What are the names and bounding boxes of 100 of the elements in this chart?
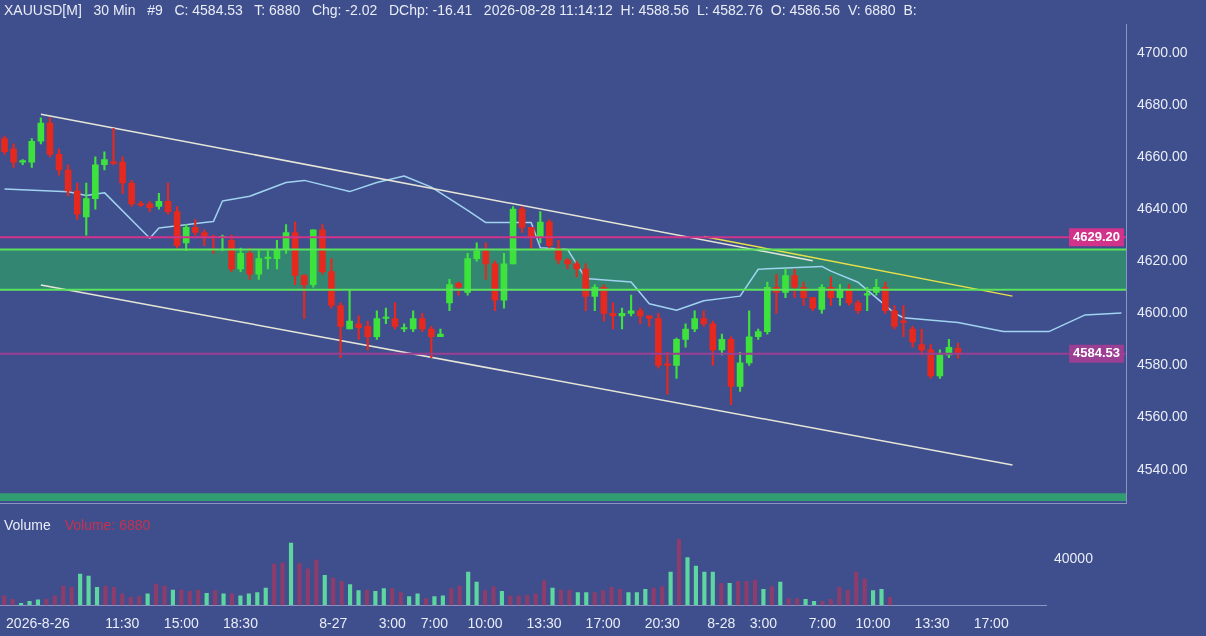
bar [668,571,673,606]
bar [525,594,530,606]
bar [44,598,49,606]
bar [710,571,715,606]
y-tick-label: 4700.00 [1137,43,1188,60]
bar [457,585,462,606]
x-tick-label: 17:00 [973,615,1009,632]
x-tick-label: 10:00 [855,615,891,632]
bar [449,588,454,606]
bar [727,583,732,606]
bar [297,563,302,606]
bar [466,571,471,606]
bar [719,583,724,606]
y-tick-label: 4560.00 [1137,408,1188,425]
text: 40000 [1054,549,1094,566]
bar [128,596,133,606]
bar [862,578,867,606]
x-tick-label: 8-28 [707,615,736,632]
x-tick-label: 7:00 [808,615,837,632]
y-tick-label: 4600.00 [1137,304,1188,321]
bar [61,585,66,606]
bar [356,590,361,606]
x-tick-label: 13:30 [526,615,562,632]
bar [870,590,876,606]
bar [432,596,437,606]
bar [584,592,589,606]
candlestick [110,127,117,166]
bar [179,589,184,606]
ref-line-label: 4584.53 [1073,345,1121,361]
bar [137,596,142,606]
bar [491,586,496,606]
candlestick [101,151,108,171]
bar [592,592,597,606]
bar [786,598,791,606]
bar [364,589,370,606]
bar [516,595,521,606]
ref-line-label: 4629.20 [1073,228,1121,244]
bar [221,593,226,606]
bar [331,577,336,606]
bar [255,592,260,606]
bar [803,598,808,606]
bar [533,593,538,606]
bar [744,581,749,606]
bar [10,598,15,606]
bar [162,585,167,606]
bar [626,592,631,606]
bar [2,595,7,606]
bar [854,571,859,606]
bar [887,596,893,606]
bar [407,596,412,606]
chart-subtitle: Volume: 6880 [64,516,151,533]
bar [778,581,783,606]
x-tick-label: 11:30 [105,615,140,632]
bar [78,573,83,606]
bar [634,592,639,606]
bar [120,593,125,606]
bar [381,588,386,606]
y-tick-label: 4660.00 [1137,147,1188,164]
bar [263,587,268,606]
bar [550,587,555,606]
bar [558,589,564,606]
bar [601,590,606,606]
bar [685,557,690,606]
bar [736,581,741,606]
bar [86,575,91,606]
x-tick-label: 18:30 [222,615,259,632]
x-tick-label: 3:00 [378,615,407,632]
y-tick-label: 4680.00 [1137,95,1188,112]
x-tick-label: 15:00 [163,615,200,632]
bar [111,587,116,606]
bar [347,584,353,606]
bar [474,581,479,606]
bar [440,595,445,606]
bar [52,595,57,606]
bar [196,589,201,606]
y-tick-label: 4620.00 [1137,252,1188,269]
bar [103,585,108,606]
chart-title: XAUUSD[M] 30 Min #9 C: 4584.53 T: 6880 Chg: -2.02 DChp: -16.41 2026-08-28 11:14:12 H: 4588.56 L: 4582.76 O: 4586.56 V: 6880 B: [4,1,917,18]
bar [280,562,285,606]
y-tick-label: 4640.00 [1137,199,1188,216]
y-tick-label: 4540.00 [1137,460,1188,477]
bar [702,571,707,606]
bar [373,590,378,606]
x-tick-label: 8-27 [319,615,348,632]
x-tick-label: 13:30 [914,615,950,632]
bar [845,589,850,606]
bar [322,575,327,606]
bar [567,589,572,606]
bar [170,589,176,606]
bar [651,587,656,606]
x-tick-label: 3:00 [749,615,778,632]
bar [187,590,192,606]
y-tick-label: 4580.00 [1137,356,1188,373]
bar [153,583,159,606]
bar [482,590,488,606]
candlestick [664,352,671,395]
x-tick-label: 17:00 [585,615,621,632]
bar [828,598,833,606]
x-tick-label: 20:30 [644,615,680,632]
bar [213,590,218,606]
